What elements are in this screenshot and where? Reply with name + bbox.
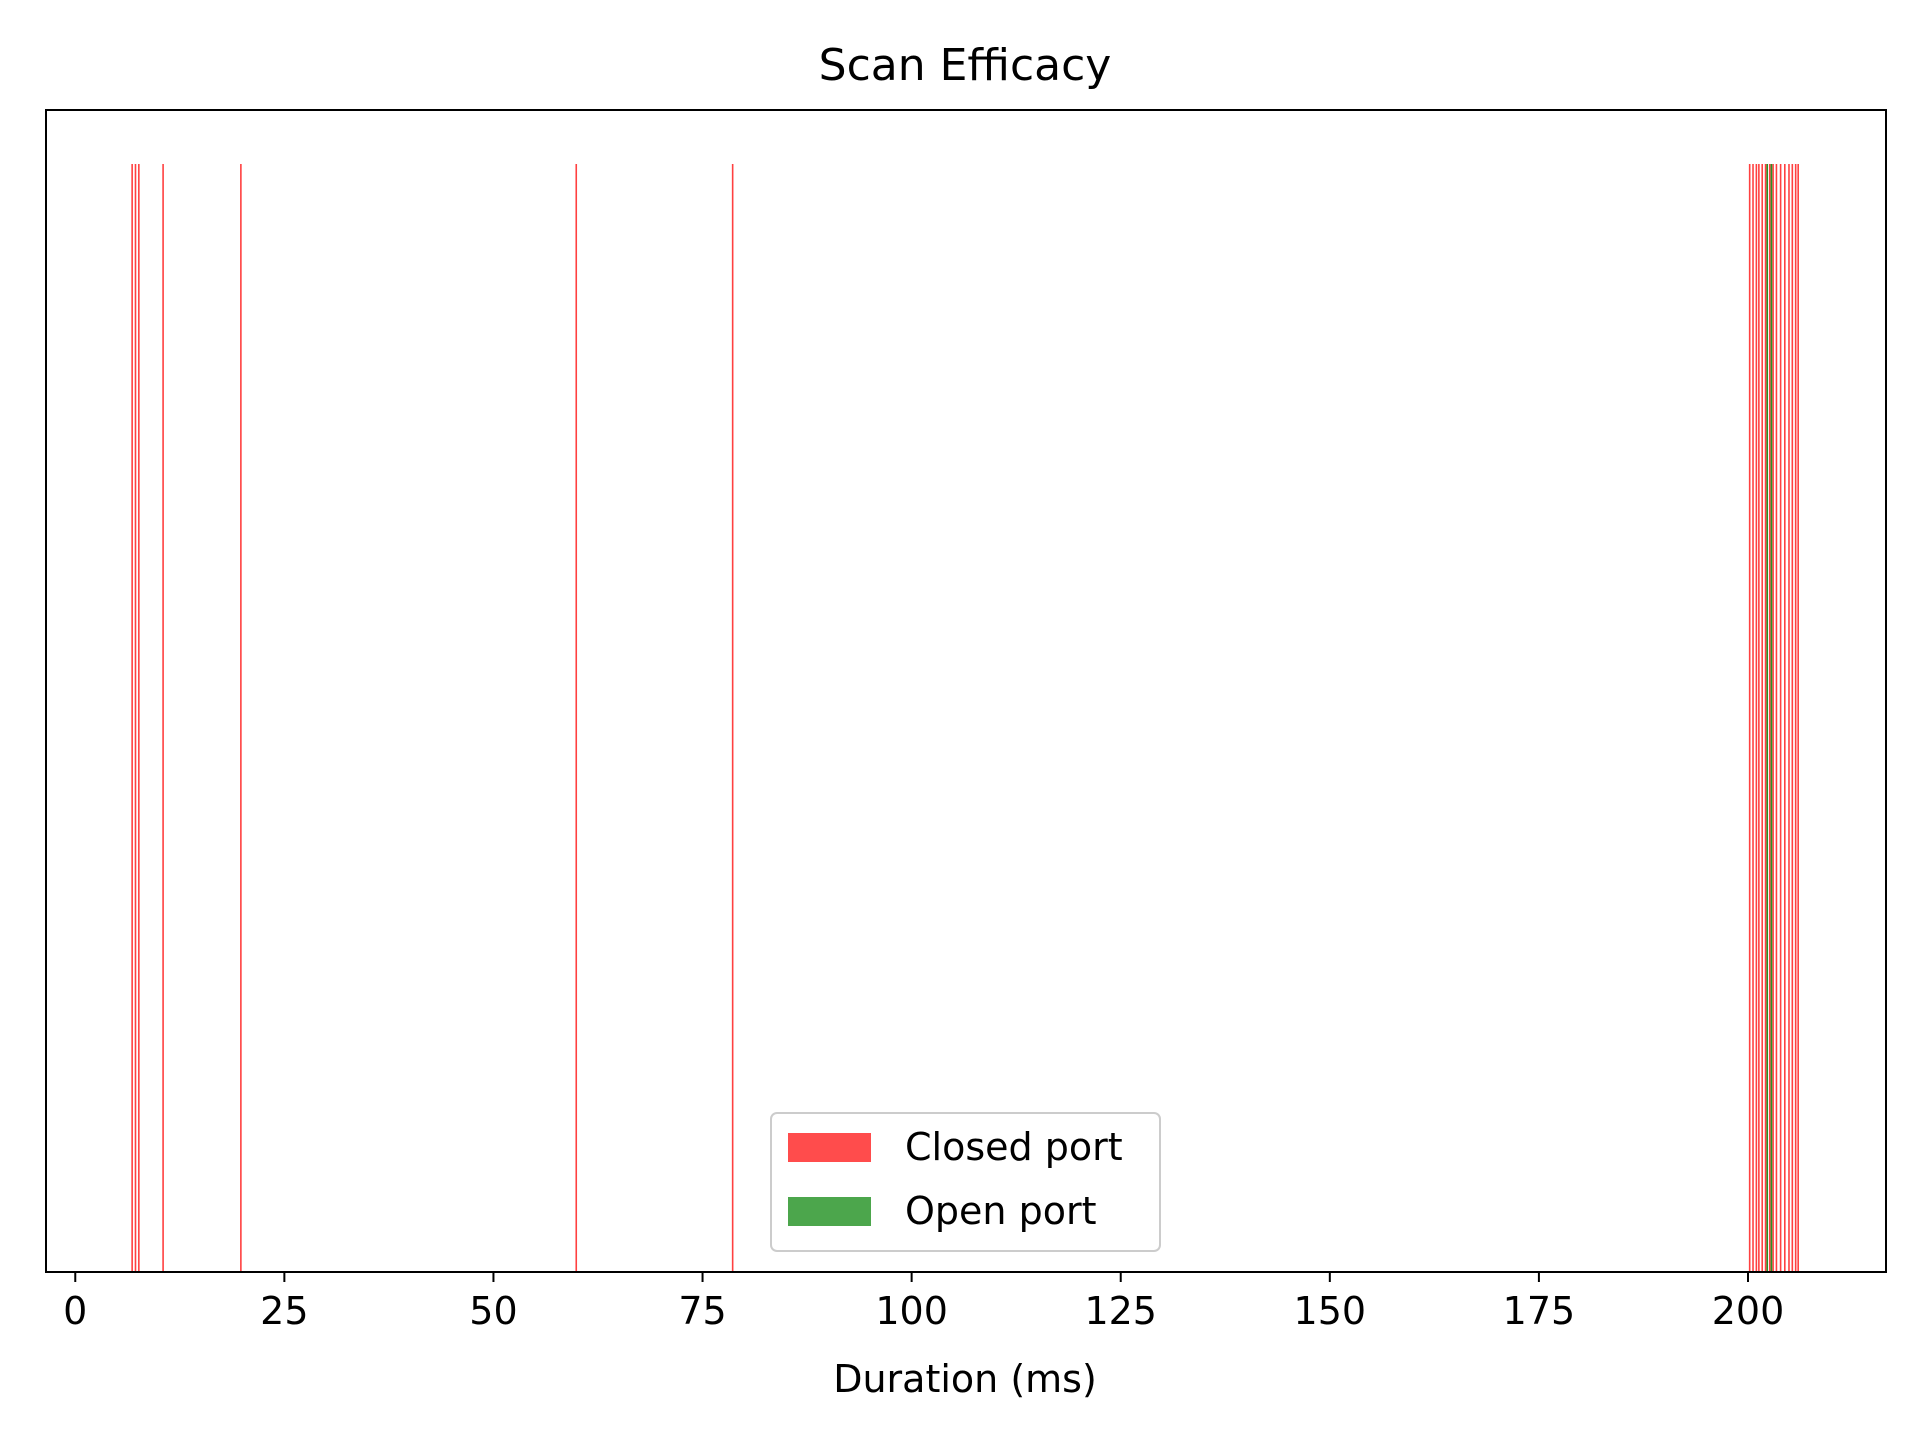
x-tick-label-100: 100 [875, 1289, 948, 1333]
x-tick-label-125: 125 [1084, 1289, 1157, 1333]
x-tick-label-25: 25 [260, 1289, 308, 1333]
x-tick-label-200: 200 [1712, 1289, 1785, 1333]
x-axis-ticks: 0 25 50 75 100 125 150 175 200 [63, 1272, 1784, 1333]
x-tick-label-50: 50 [469, 1289, 517, 1333]
x-tick-label-175: 175 [1503, 1289, 1576, 1333]
legend-label-closed-port: Closed port [905, 1125, 1123, 1169]
legend: Closed port Open port [770, 1112, 1161, 1252]
x-axis-label: Duration (ms) [833, 1357, 1097, 1401]
legend-swatch-open-port [788, 1197, 871, 1226]
legend-label-open-port: Open port [905, 1189, 1096, 1233]
x-tick-label-75: 75 [678, 1289, 726, 1333]
x-tick-label-150: 150 [1294, 1289, 1367, 1333]
chart-title: Scan Efficacy [819, 40, 1112, 91]
x-tick-label-0: 0 [63, 1289, 87, 1333]
legend-swatch-closed-port [788, 1133, 871, 1162]
plot-frame [45, 109, 1887, 1273]
span-lines [131, 164, 1799, 1272]
